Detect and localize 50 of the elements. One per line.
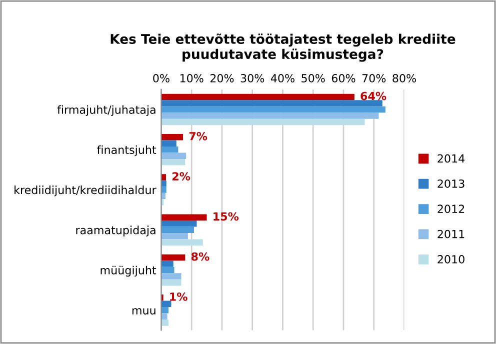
bar (161, 112, 379, 119)
bar (161, 273, 182, 280)
bar (161, 140, 176, 147)
bar (161, 260, 174, 267)
legend-label: 2013 (438, 179, 464, 188)
bar (161, 220, 197, 227)
bar (161, 106, 386, 113)
data-label: 15% (214, 212, 239, 221)
bar (161, 146, 178, 153)
bar (161, 100, 382, 106)
y-tick-label: firmajuht/juhataja (57, 105, 156, 116)
bar (161, 239, 203, 246)
bar (161, 159, 186, 166)
y-tick-label: finantsjuht (97, 145, 156, 156)
legend-label: 2010 (438, 255, 464, 264)
bar (161, 266, 174, 274)
legend-label: 2014 (438, 154, 465, 163)
bar (161, 214, 207, 221)
x-tick-label: 40% (270, 74, 294, 82)
x-tick-label: 80% (392, 74, 416, 82)
x-tick-label: 20% (210, 74, 234, 82)
chart-title: Kes Teie ettevõtte töötajatest tegeleb krediite puudutavate küsimustega? (110, 34, 456, 62)
x-tick-label: 10% (180, 74, 204, 82)
bar (161, 186, 166, 193)
bar (161, 118, 365, 126)
y-tick-label: muu (132, 308, 156, 315)
bar (161, 254, 186, 261)
bar (161, 279, 182, 286)
data-label: 7% (189, 132, 208, 140)
bar (161, 226, 194, 234)
bar (161, 94, 354, 100)
x-tick-label: 70% (362, 74, 386, 82)
bar (161, 134, 184, 140)
data-label: 1% (170, 292, 188, 301)
data-label: 64% (360, 92, 386, 100)
y-tick-label: krediidijuht/krediidihaldur (14, 186, 156, 196)
x-tick-label: 50% (302, 74, 325, 82)
bar (161, 233, 188, 240)
y-tick-label: raamatupidaja (76, 226, 156, 236)
y-tick-label: müügijuht (100, 266, 156, 277)
x-tick-label: 30% (240, 74, 264, 82)
bar (161, 320, 168, 326)
legend-label: 2012 (438, 204, 464, 214)
bar (161, 307, 168, 314)
bar (161, 152, 186, 160)
data-label: 2% (172, 172, 190, 180)
legend-label: 2011 (438, 230, 464, 238)
data-label: 8% (191, 252, 210, 261)
x-tick-label: 60% (332, 74, 356, 82)
x-tick-label: 0% (153, 74, 170, 82)
